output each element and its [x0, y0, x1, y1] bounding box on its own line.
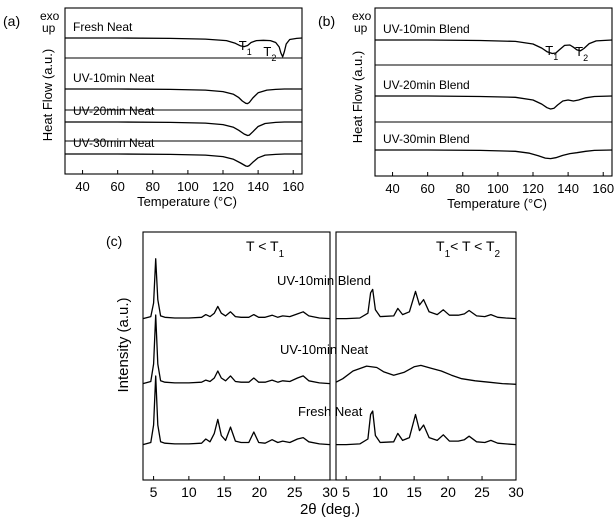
panel-a-exo-label: exo	[40, 9, 60, 23]
panel-b: (b) exo up Heat Flow (a.u.) 40 60 80 100 120…	[318, 7, 614, 211]
panel-c-sub1-xtick-label-5: 5	[150, 484, 158, 500]
panel-c: (c) Intensity (a.u.) T < T1 T1< T < T2 5…	[106, 231, 524, 518]
panel-a-xtick-label-120: 120	[212, 179, 234, 194]
panel-c-sub2-series-uv-10min-blend	[336, 288, 517, 320]
panel-c-series-label-uv-10min-blend: UV-10min Blend	[277, 273, 371, 288]
panel-a-series: Fresh Neat UV-10min Neat UV-20min Neat UV-3…	[65, 20, 303, 168]
panel-b-xtick-label-80: 80	[456, 181, 470, 196]
panel-c-series: UV-10min Blend UV-10min Neat Fresh Neat	[142, 258, 517, 446]
panel-b-series-label-uv-30min-blend: UV-30min Blend	[383, 132, 470, 146]
panel-a-xtick-label-60: 60	[110, 179, 124, 194]
panel-a-annotation-t1: T1	[239, 38, 252, 57]
panel-c-sub1-xtick-label-25: 25	[287, 484, 303, 500]
panel-c-sub2-xtick-label-25: 25	[474, 484, 490, 500]
panel-c-sub2-xtick-label-15: 15	[406, 484, 422, 500]
panel-a-ylabel: Heat Flow (a.u.)	[40, 49, 55, 141]
panel-b-xtick-label-100: 100	[487, 181, 509, 196]
panel-c-x-axis: 5 10 15 20 25 30 5 10 15 20 25 30	[150, 476, 524, 500]
panel-a-series-label-uv-10min-neat: UV-10min Neat	[73, 71, 155, 85]
panel-c-sub2-xtick-label-20: 20	[440, 484, 456, 500]
panel-b-xtick-label-40: 40	[385, 181, 399, 196]
panel-c-left-frame	[142, 231, 331, 481]
panel-c-sub1-xtick-label-20: 20	[252, 484, 268, 500]
panel-b-label: (b)	[318, 13, 335, 29]
panel-c-left-title: T < T1	[246, 238, 285, 260]
panel-b-xtick-label-140: 140	[557, 181, 579, 196]
panel-c-sub2-xtick-label-10: 10	[372, 484, 388, 500]
panel-c-sub2-xtick-label-5: 5	[342, 484, 350, 500]
panel-a-frame	[64, 7, 303, 175]
panel-b-up-label: up	[354, 21, 368, 35]
panel-a-xtick-label-100: 100	[177, 179, 199, 194]
panel-b-series-label-uv-10min-blend: UV-10min Blend	[383, 22, 470, 36]
panel-a-series-label-uv-20min-neat: UV-20min Neat	[73, 104, 155, 118]
panel-b-xtick-label-60: 60	[420, 181, 434, 196]
panel-a-series-label-uv-30min-neat: UV-30min Neat	[73, 136, 155, 150]
panel-b-xtick-label-120: 120	[522, 181, 544, 196]
panel-c-label: (c)	[106, 233, 122, 249]
panel-c-sub1-xtick-label-30: 30	[322, 484, 338, 500]
panel-b-series-uv-30min-blend	[375, 149, 613, 160]
panel-c-series-label-uv-10min-neat: UV-10min Neat	[280, 342, 369, 357]
panel-b-x-axis: 40 60 80 100 120 140 160	[385, 172, 614, 196]
panel-c-series-label-fresh-neat: Fresh Neat	[298, 404, 363, 419]
panel-b-series: UV-10min Blend UV-20min Blend UV-30min Ble…	[375, 22, 613, 160]
panel-b-ylabel: Heat Flow (a.u.)	[350, 51, 365, 143]
panel-c-sub1-xtick-label-10: 10	[181, 484, 197, 500]
panel-a-xtick-label-140: 140	[247, 179, 269, 194]
panel-a-x-axis: 40 60 80 100 120 140 160	[75, 170, 304, 194]
panel-b-exo-label: exo	[352, 9, 372, 23]
panel-a-series-uv-20min-neat	[65, 121, 302, 137]
panel-c-sub1-series-uv-10min-neat	[142, 314, 331, 385]
panel-a-series-fresh-neat	[65, 37, 303, 58]
panel-c-sub2-series-uv-10min-neat	[335, 364, 517, 385]
panel-c-right-frame	[335, 231, 517, 481]
panel-b-series-label-uv-20min-blend: UV-20min Blend	[383, 78, 470, 92]
panel-c-sub1-series-fresh-neat	[142, 375, 331, 446]
panel-a-xtick-label-160: 160	[282, 179, 304, 194]
panel-b-frame	[374, 7, 613, 177]
panel-a-xlabel: Temperature (°C)	[137, 194, 237, 209]
panel-b-series-uv-10min-blend	[375, 39, 613, 55]
panel-b-series-uv-20min-blend	[375, 95, 613, 110]
panel-c-sub2-xtick-label-30: 30	[508, 484, 524, 500]
panel-a-label: (a)	[3, 13, 20, 29]
panel-a: (a) exo up Heat Flow (a.u.) 40 60 80 100 120…	[3, 7, 304, 209]
panel-c-xlabel: 2θ (deg.)	[300, 501, 360, 518]
panel-c-ylabel: Intensity (a.u.)	[115, 297, 132, 392]
panel-a-up-label: up	[42, 21, 56, 35]
panel-a-xtick-label-40: 40	[75, 179, 89, 194]
panel-a-xtick-label-80: 80	[146, 179, 160, 194]
panel-c-sub2-series-fresh-neat	[336, 410, 517, 446]
panel-c-sub1-series-uv-10min-blend	[142, 258, 331, 320]
panel-b-xlabel: Temperature (°C)	[447, 196, 547, 211]
panel-c-right-title: T1< T < T2	[436, 238, 501, 260]
panel-a-series-uv-10min-neat	[65, 88, 302, 105]
panel-b-annotation-t1: T1	[545, 43, 558, 62]
panel-a-series-label-fresh-neat: Fresh Neat	[73, 20, 133, 34]
panel-c-sub1-xtick-label-15: 15	[216, 484, 232, 500]
panel-a-annotation-t2: T2	[263, 44, 276, 63]
panel-a-series-uv-30min-neat	[65, 153, 302, 168]
panel-b-xtick-label-160: 160	[592, 181, 614, 196]
